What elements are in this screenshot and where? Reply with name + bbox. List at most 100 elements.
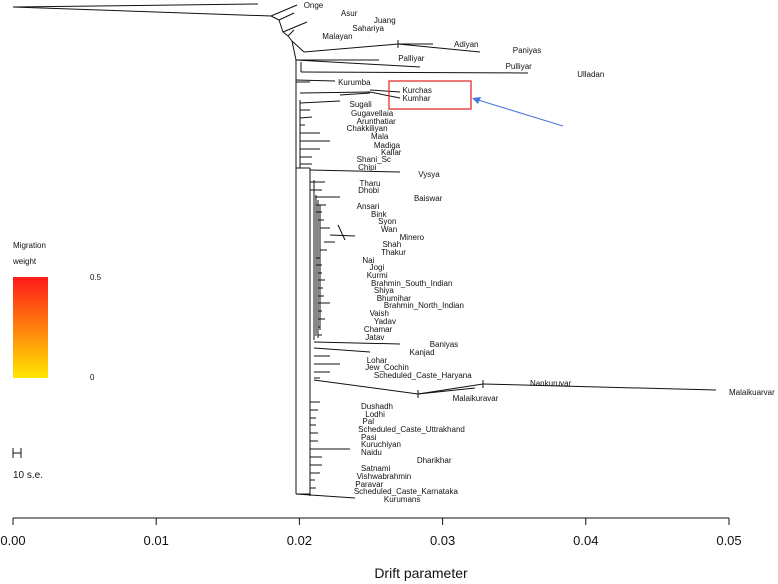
tree-branch (329, 234, 356, 237)
legend-min-label: 0 (90, 373, 95, 382)
population-label: Shiya (374, 286, 395, 295)
tree-branch (12, 6, 272, 17)
population-label: Lohar (367, 356, 388, 365)
tree-branch (287, 35, 293, 42)
population-label: Tharu (360, 179, 381, 188)
tree-branch (282, 21, 308, 33)
population-label: Chakkiliyan (347, 124, 388, 133)
tree-branches (12, 3, 717, 499)
population-label: Vysya (418, 170, 440, 179)
tree-branch (287, 29, 295, 37)
population-label: Ansari (357, 202, 380, 211)
tree-branch (295, 59, 421, 68)
x-tick-label: 0.04 (573, 533, 598, 548)
tree-branch (300, 71, 529, 74)
tree-branch (303, 43, 399, 53)
population-label: Sahariya (352, 24, 384, 33)
tree-branch (313, 341, 401, 345)
legend-title-line2: weight (12, 257, 37, 266)
highlight-arrow-head (472, 97, 481, 104)
population-label: Vaish (370, 309, 389, 318)
tree-branch (313, 347, 371, 353)
tree-branch (270, 4, 298, 17)
population-label: Gugavellaia (351, 109, 394, 118)
population-label: Scheduled_Caste_Karnataka (354, 487, 459, 496)
tree-branch (397, 43, 481, 53)
population-label: Baniyas (430, 340, 458, 349)
tree-branch (417, 387, 476, 395)
population-label: Vishwabrahmin (357, 472, 412, 481)
legend-max-label: 0.5 (90, 273, 102, 282)
population-label: Nankuruvar (530, 379, 572, 388)
population-label: Jatav (365, 333, 384, 342)
x-axis: 0.00 0.01 0.02 0.03 0.04 0.05 (0, 517, 742, 548)
population-label: Kurumba (338, 78, 371, 87)
tree-branch (299, 100, 341, 104)
population-label: Arunthatiar (357, 117, 396, 126)
population-label: Shani_Sc (357, 155, 391, 164)
population-label: Mala (371, 132, 389, 141)
population-label: Brahmin_North_Indian (384, 301, 464, 310)
population-label: Ulladan (577, 70, 604, 79)
population-label: Brahmin_South_Indian (371, 279, 452, 288)
tree-branch (278, 12, 295, 21)
x-tick-label: 0.00 (0, 533, 25, 548)
population-label: Paniyas (513, 46, 541, 55)
population-label: Scheduled_Caste_Haryana (374, 371, 472, 380)
population-label: Scheduled_Caste_Uttrakhand (358, 425, 465, 434)
x-tick-label: 0.01 (144, 533, 169, 548)
tree-branch (482, 383, 717, 391)
tree-branch (295, 79, 336, 82)
population-label: Onge (304, 1, 324, 10)
population-label: Dushadh (361, 402, 393, 411)
population-label: Bink (371, 210, 388, 219)
tree-branch (12, 3, 259, 8)
tree-branch (417, 383, 484, 395)
population-label: Lodhi (365, 410, 385, 419)
tree-branch (339, 92, 371, 96)
population-label: Jew_Cochin (365, 363, 409, 372)
population-label: Shah (382, 240, 401, 249)
population-label: Paravar (355, 480, 383, 489)
population-label: Adiyan (454, 40, 478, 49)
x-tick-label: 0.05 (716, 533, 741, 548)
population-label: Chipi (358, 163, 376, 172)
tree-branch (369, 91, 401, 99)
population-label: Wan (381, 225, 397, 234)
population-label: Bhumihar (377, 294, 412, 303)
population-label: Kurmi (367, 271, 388, 280)
population-label: Pasi (361, 433, 377, 442)
x-axis-title: Drift parameter (374, 565, 468, 581)
x-tick-label: 0.02 (287, 533, 312, 548)
highlight-box (388, 80, 472, 110)
scale-bar (12, 448, 22, 458)
population-label: Kallar (381, 148, 402, 157)
population-label: Syon (378, 217, 396, 226)
population-label: Kanjad (410, 348, 435, 357)
population-label: Jogi (370, 263, 385, 272)
population-label: Malayan (322, 32, 352, 41)
population-label: Kuruchiyan (361, 440, 401, 449)
population-label: Kurumans (384, 495, 420, 504)
population-label: Minero (400, 233, 425, 242)
tree-branch (295, 493, 356, 499)
population-label: Pulliyar (506, 62, 533, 71)
population-label: Yadav (374, 317, 396, 326)
population-label: Kumhar (403, 94, 431, 103)
population-label: Palliyar (398, 54, 425, 63)
tree-branch (291, 40, 297, 61)
population-label: Baiswar (414, 194, 443, 203)
tree-branch (270, 15, 280, 21)
tree-branch (313, 379, 419, 395)
tree-branch (299, 116, 313, 119)
population-label: Asur (341, 9, 358, 18)
population-label: Madiga (374, 141, 401, 150)
population-label: Malaikuarvar (729, 388, 775, 397)
population-label: Nai (362, 256, 374, 265)
migration-color-bar (13, 277, 48, 378)
tree-branch (278, 19, 284, 33)
population-label: Sugali (350, 100, 372, 109)
population-label: Dhobi (358, 186, 379, 195)
